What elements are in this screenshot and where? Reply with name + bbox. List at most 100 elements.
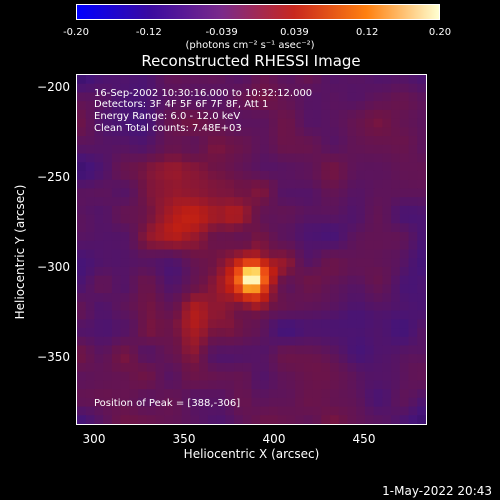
heatmap-cell [286, 144, 296, 155]
heatmap-cell [172, 310, 183, 320]
heatmap-cell [120, 406, 130, 416]
heatmap-cell [77, 240, 87, 251]
heatmap-cell [199, 336, 209, 347]
heatmap-cell [382, 406, 392, 416]
heatmap-cell [85, 319, 96, 329]
heatmap-cell [251, 397, 261, 408]
heatmap-cell [391, 380, 401, 390]
heatmap-cell [251, 389, 261, 399]
heatmap-cell [303, 223, 314, 233]
heatmap-cell [338, 336, 349, 347]
heatmap-cell [399, 232, 410, 242]
heatmap-cell [181, 153, 192, 163]
heatmap-cell [225, 275, 235, 285]
heatmap-cell [129, 301, 139, 312]
heatmap-cell [111, 83, 122, 94]
heatmap-cell [399, 205, 410, 216]
heatmap-cell [391, 275, 401, 285]
heatmap-cell [373, 354, 383, 364]
heatmap-cell [399, 153, 410, 163]
heatmap-cell [312, 223, 322, 233]
heatmap-cell [260, 415, 270, 424]
heatmap-cell [234, 136, 244, 146]
heatmap-cell [164, 354, 174, 364]
y-axis-label: Heliocentric Y (arcsec) [13, 184, 27, 320]
heatmap-cell [207, 109, 218, 120]
heatmap-cell [207, 389, 218, 399]
heatmap-cell [251, 109, 261, 120]
heatmap-cell [85, 83, 96, 94]
heatmap-cell [146, 214, 157, 224]
heatmap-cell [268, 83, 279, 94]
heatmap-cell [172, 214, 183, 224]
heatmap-cell [225, 415, 235, 424]
heatmap-cell [146, 101, 157, 111]
heatmap-cell [129, 415, 139, 424]
heatmap-cell [391, 319, 401, 329]
heatmap-cell [234, 188, 244, 198]
heatmap-cell [356, 328, 366, 338]
heatmap-cell [260, 310, 270, 320]
heatmap-cell [164, 284, 174, 294]
heatmap-cell [260, 118, 270, 128]
heatmap-cell [277, 258, 287, 268]
heatmap-cell [373, 406, 383, 416]
heatmap-cell [312, 144, 322, 155]
heatmap-cell [260, 362, 270, 373]
heatmap-cell [155, 397, 165, 408]
heatmap-cell [172, 240, 183, 251]
heatmap-cell [391, 136, 401, 146]
heatmap-cell [216, 319, 226, 329]
heatmap-cell [190, 162, 200, 172]
heatmap-cell [364, 249, 375, 259]
heatmap-cell [164, 205, 174, 216]
heatmap-cell [382, 240, 392, 251]
heatmap-cell [391, 170, 401, 181]
heatmap-cell [172, 109, 183, 120]
heatmap-cell [234, 170, 244, 181]
heatmap-cell [172, 397, 183, 408]
heatmap-cell [146, 310, 157, 320]
heatmap-cell [347, 397, 357, 408]
heatmap-cell [312, 83, 322, 94]
heatmap-cell [399, 109, 410, 120]
heatmap-cell [321, 170, 331, 181]
heatmap-cell [138, 223, 148, 233]
heatmap-cell [111, 301, 122, 312]
heatmap-cell [382, 336, 392, 347]
heatmap-cell [120, 109, 130, 120]
heatmap-cell [295, 258, 305, 268]
heatmap-cell [146, 249, 157, 259]
heatmap-cell [347, 345, 357, 355]
heatmap-cell [103, 223, 113, 233]
heatmap-cell [382, 170, 392, 181]
heatmap-cell [111, 354, 122, 364]
heatmap-cell [207, 153, 218, 163]
heatmap-cell [295, 354, 305, 364]
heatmap-cell [408, 101, 418, 111]
colorbar-tick-label: 0.039 [280, 27, 309, 38]
heatmap-cell [77, 284, 87, 294]
heatmap-cell [172, 354, 183, 364]
heatmap-cell [312, 389, 322, 399]
heatmap-cell [242, 249, 253, 259]
heatmap-cell [216, 249, 226, 259]
heatmap-cell [399, 415, 410, 424]
heatmap-cell [190, 83, 200, 94]
heatmap-cell [382, 179, 392, 190]
heatmap-cell [120, 223, 130, 233]
heatmap-cell [408, 162, 418, 172]
heatmap-cell [330, 328, 340, 338]
heatmap-cell [417, 232, 426, 242]
heatmap-cell [85, 284, 96, 294]
heatmap-cell [312, 345, 322, 355]
heatmap-cell [286, 380, 296, 390]
heatmap-cell [138, 144, 148, 155]
heatmap-cell [260, 109, 270, 120]
heatmap-cell [225, 118, 235, 128]
heatmap-cell [225, 214, 235, 224]
heatmap-cell [356, 266, 366, 277]
heatmap-cell [251, 406, 261, 416]
heatmap-cell [225, 101, 235, 111]
heatmap-cell [321, 144, 331, 155]
